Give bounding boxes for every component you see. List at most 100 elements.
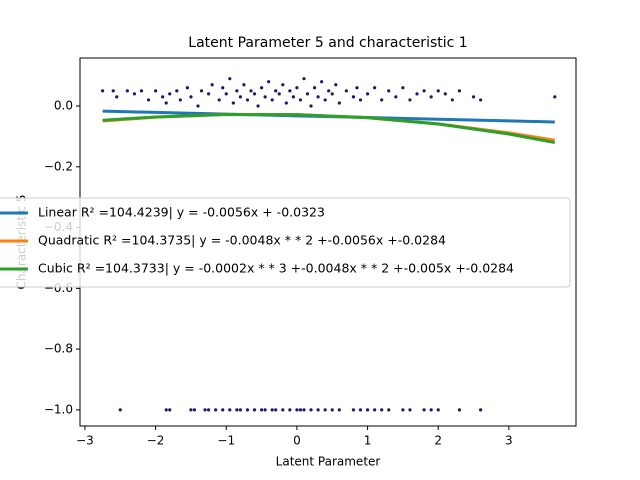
scatter-point <box>161 95 165 99</box>
scatter-point <box>154 89 158 93</box>
scatter-point <box>228 77 232 81</box>
scatter-point <box>217 98 221 102</box>
scatter-point <box>139 89 144 93</box>
scatter-point <box>164 101 168 105</box>
scatter-point <box>206 92 211 96</box>
scatter-point <box>210 83 214 87</box>
legend-label: Linear R² =104.4239| y = -0.0056x + -0.0… <box>38 205 325 220</box>
scatter-point <box>309 408 313 412</box>
scatter-point <box>206 408 211 412</box>
scatter-point <box>288 408 292 412</box>
scatter-point <box>457 89 462 93</box>
scatter-point <box>224 92 228 96</box>
legend-box <box>0 197 571 288</box>
scatter-point <box>429 95 433 99</box>
scatter-point <box>422 89 426 93</box>
scatter-point <box>189 95 193 99</box>
scatter-point <box>235 89 239 93</box>
scatter-point <box>387 408 391 412</box>
scatter-point <box>118 408 122 412</box>
scatter-point <box>355 86 359 90</box>
scatter-point <box>337 101 341 105</box>
scatter-point <box>323 98 327 102</box>
scatter-point <box>242 83 246 87</box>
scatter-point <box>256 104 260 108</box>
scatter-point <box>408 408 412 412</box>
scatter-point <box>203 408 207 412</box>
scatter-point <box>334 83 338 87</box>
scatter-point <box>291 95 295 99</box>
scatter-point <box>298 408 303 412</box>
x-tick-label: −2 <box>147 434 165 448</box>
legend: Linear R² =104.4239| y = -0.0056x + -0.0… <box>0 197 571 288</box>
chart-title: Latent Parameter 5 and characteristic 1 <box>188 35 467 51</box>
scatter-point <box>450 98 454 102</box>
scatter-point <box>214 408 218 412</box>
x-tick-label: 0 <box>293 434 301 448</box>
scatter-point <box>196 104 200 108</box>
scatter-point <box>245 408 250 412</box>
scatter-point <box>238 408 242 412</box>
scatter-point <box>132 92 137 96</box>
scatter-point <box>365 92 370 96</box>
scatter-point <box>252 408 257 412</box>
y-tick-label: 0.0 <box>54 99 73 113</box>
x-axis-label: Latent Parameter <box>276 455 381 469</box>
scatter-point <box>192 408 197 412</box>
scatter-point <box>235 408 239 412</box>
scatter-point <box>312 86 317 90</box>
scatter-point <box>358 408 363 412</box>
scatter-point <box>327 89 331 93</box>
scatter-point <box>259 408 264 412</box>
scatter-point <box>221 86 225 90</box>
scatter-point <box>125 89 129 93</box>
legend-label: Quadratic R² =104.3735| y = -0.0048x * *… <box>38 233 446 248</box>
scatter-point <box>401 86 405 90</box>
scatter-point <box>553 95 557 99</box>
scatter-point <box>168 408 172 412</box>
x-tick-label: −1 <box>217 434 235 448</box>
scatter-point <box>436 89 440 93</box>
scatter-point <box>199 89 204 93</box>
scatter-point <box>238 95 242 99</box>
scatter-point <box>323 408 327 412</box>
x-tick-label: −3 <box>76 434 94 448</box>
scatter-point <box>358 98 363 102</box>
x-tick-label: 2 <box>434 434 442 448</box>
x-tick-label: 3 <box>505 434 513 448</box>
scatter-point <box>168 92 172 96</box>
scatter-point <box>380 98 384 102</box>
scatter-point <box>277 92 281 96</box>
scatter-point <box>298 98 303 102</box>
scatter-point <box>305 92 310 96</box>
scatter-point <box>415 92 419 96</box>
scatter-point <box>146 98 151 102</box>
scatter-point <box>267 80 271 84</box>
scatter-point <box>178 98 182 102</box>
scatter-point <box>436 408 440 412</box>
scatter-point <box>344 89 348 93</box>
scatter-point <box>263 95 267 99</box>
scatter-point <box>185 86 189 90</box>
scatter-point <box>274 408 278 412</box>
scatter-point <box>281 83 285 87</box>
scatter-point <box>471 95 476 99</box>
x-tick-label: 1 <box>364 434 372 448</box>
scatter-point <box>457 408 462 412</box>
scatter-point <box>295 86 299 90</box>
scatter-point <box>316 408 320 412</box>
scatter-point <box>101 89 105 93</box>
scatter-point <box>351 408 356 412</box>
scatter-point <box>330 408 334 412</box>
scatter-point <box>221 408 225 412</box>
scatter-point <box>281 408 285 412</box>
scatter-point <box>189 408 193 412</box>
scatter-point <box>387 89 391 93</box>
scatter-point <box>263 408 267 412</box>
scatter-point <box>252 92 257 96</box>
scatter-point <box>175 89 179 93</box>
scatter-point <box>284 101 288 105</box>
scatter-point <box>373 408 377 412</box>
scatter-point <box>479 98 483 102</box>
